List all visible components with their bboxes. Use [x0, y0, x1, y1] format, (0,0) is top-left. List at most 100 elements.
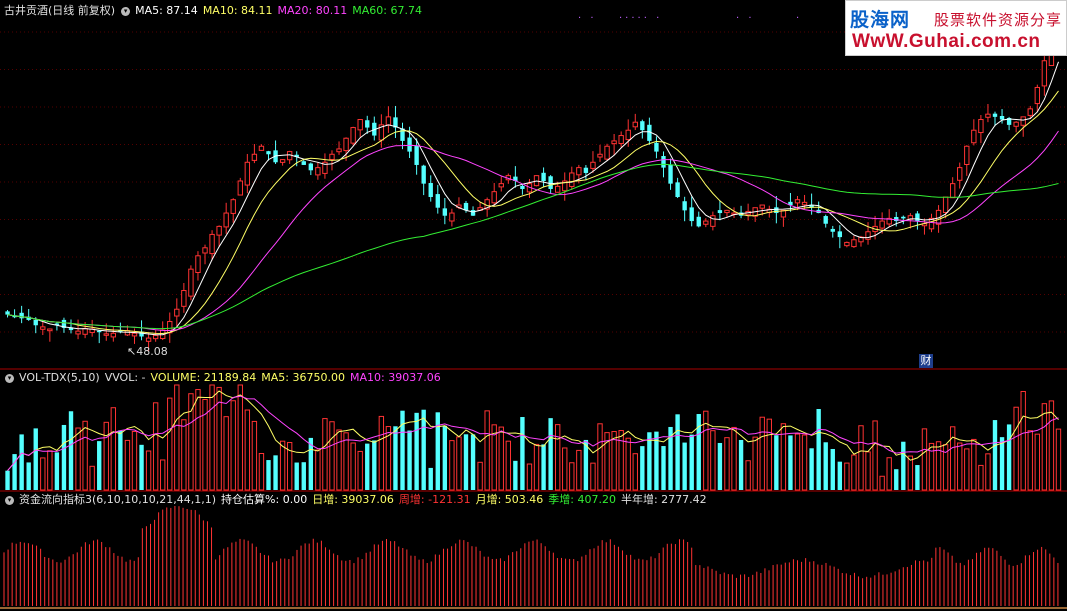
candle-body [463, 202, 469, 211]
money-flow-title[interactable]: 资金流向指标3(6,10,10,10,21,44,1,1) [19, 493, 217, 506]
volume-bar [273, 455, 278, 490]
volume-bar [477, 461, 483, 491]
volume-bar [801, 434, 808, 491]
watermark-line1: 股海网 [850, 9, 911, 31]
volume-bar [414, 412, 419, 490]
candle-body [759, 204, 765, 209]
month-inc-label: 月增: 503.46 [475, 493, 544, 506]
dropdown-icon[interactable]: ▾ [121, 6, 131, 16]
money-flow-header: ▾ 资金流向指标3(6,10,10,10,21,44,1,1) 持仓估算%: 0.0… [4, 492, 712, 508]
dropdown-icon[interactable]: ▾ [5, 373, 14, 383]
candle-body [915, 213, 920, 222]
candle-body [145, 337, 152, 342]
candle-body [971, 129, 977, 144]
candle-body [851, 239, 857, 248]
ma10-label: MA10: 84.11 [202, 4, 273, 17]
candle-body [668, 164, 673, 184]
volume-bar [717, 442, 723, 490]
candle-body [935, 209, 942, 225]
volume-bar [809, 448, 814, 490]
volume-bar [830, 448, 835, 490]
volume-bar [350, 442, 356, 491]
volume-bar [145, 450, 152, 491]
candle-body [724, 209, 730, 214]
candle-body [498, 183, 504, 188]
finance-marker[interactable]: 财 [919, 354, 933, 368]
candle-body [1041, 60, 1048, 87]
candle-body [942, 196, 949, 213]
volume-ma5-label: MA5: 36750.00 [261, 371, 345, 384]
candle-body [717, 210, 723, 214]
candle-body [928, 217, 935, 230]
volume-bar [47, 450, 53, 491]
volume-bar [1020, 390, 1026, 491]
volume-bar [907, 455, 914, 491]
stock-title[interactable]: 古井贡酒(日线 前复权) [4, 4, 116, 17]
volume-bar [286, 442, 293, 491]
candle-body [569, 172, 575, 188]
volume-panel[interactable]: ▾ VOL-TDX(5,10) VVOL: - VOLUME: 21189.84 MA5… [0, 369, 1067, 491]
candle-body [195, 255, 201, 274]
volume-bar [407, 430, 412, 490]
volume-bar [181, 419, 187, 491]
top-marker: . . [736, 10, 755, 21]
volume-bar [336, 429, 342, 491]
volume-bar [301, 462, 306, 490]
candle-body [68, 327, 74, 331]
volume-bar [75, 427, 81, 491]
volume-bar [103, 421, 109, 491]
dropdown-icon[interactable]: ▾ [5, 495, 14, 505]
volume-bar [921, 428, 928, 491]
volume-bar [89, 465, 95, 491]
volume-bar [774, 435, 779, 490]
volume-bar [428, 467, 433, 490]
candle-body [576, 167, 582, 176]
volume-bar [949, 426, 956, 491]
volume-bar [865, 451, 871, 491]
volume-bar [682, 442, 687, 490]
volume-bar [675, 414, 680, 490]
volume-bar [710, 430, 716, 491]
ma60-line [7, 163, 1059, 330]
candle-body [19, 312, 24, 319]
watermark-line3: WwW.Guhai.com.cn [852, 31, 1041, 52]
ma60-label: MA60: 67.74 [352, 4, 422, 17]
volume-bar [1034, 433, 1040, 491]
candle-body [131, 332, 138, 337]
money-flow-panel[interactable]: ▾ 资金流向指标3(6,10,10,10,21,44,1,1) 持仓估算%: 0.0… [0, 491, 1067, 611]
candle-body [428, 183, 433, 198]
candle-body [801, 201, 808, 206]
volume-bar [97, 441, 102, 490]
candle-body [47, 328, 53, 332]
volume-bar [463, 434, 469, 490]
candle-body [809, 204, 814, 208]
candle-body [400, 128, 405, 141]
volume-bar [992, 420, 998, 490]
volume-bar [647, 432, 652, 490]
volume-bar [209, 384, 215, 491]
volume-bar [632, 453, 638, 491]
price-panel[interactable]: 古井贡酒(日线 前复权) ▾ MA5: 87.14 MA10: 84.11 MA20: … [0, 0, 1067, 369]
volume-bar [343, 432, 349, 491]
volume-title[interactable]: VOL-TDX(5,10) [19, 371, 100, 384]
volume-bar [745, 460, 751, 491]
volume-bar [139, 444, 144, 490]
volume-bar [491, 424, 497, 491]
volume-ma-line [7, 390, 1059, 472]
volume-bar [816, 409, 821, 490]
volume-bar [618, 430, 624, 491]
watermark-line2: 股票软件资源分享 [934, 11, 1063, 29]
candle-body [82, 327, 88, 335]
volume-bar [555, 424, 561, 491]
candle-body [879, 220, 885, 229]
candle-body [97, 330, 102, 333]
volume-bar [322, 418, 328, 491]
volume-bar [61, 424, 67, 490]
volume-bar [766, 418, 772, 491]
candle-body [978, 119, 984, 134]
volume-bar [393, 426, 398, 490]
candle-body [350, 127, 356, 144]
volume-bar [872, 420, 878, 491]
volume-bar [82, 420, 88, 491]
